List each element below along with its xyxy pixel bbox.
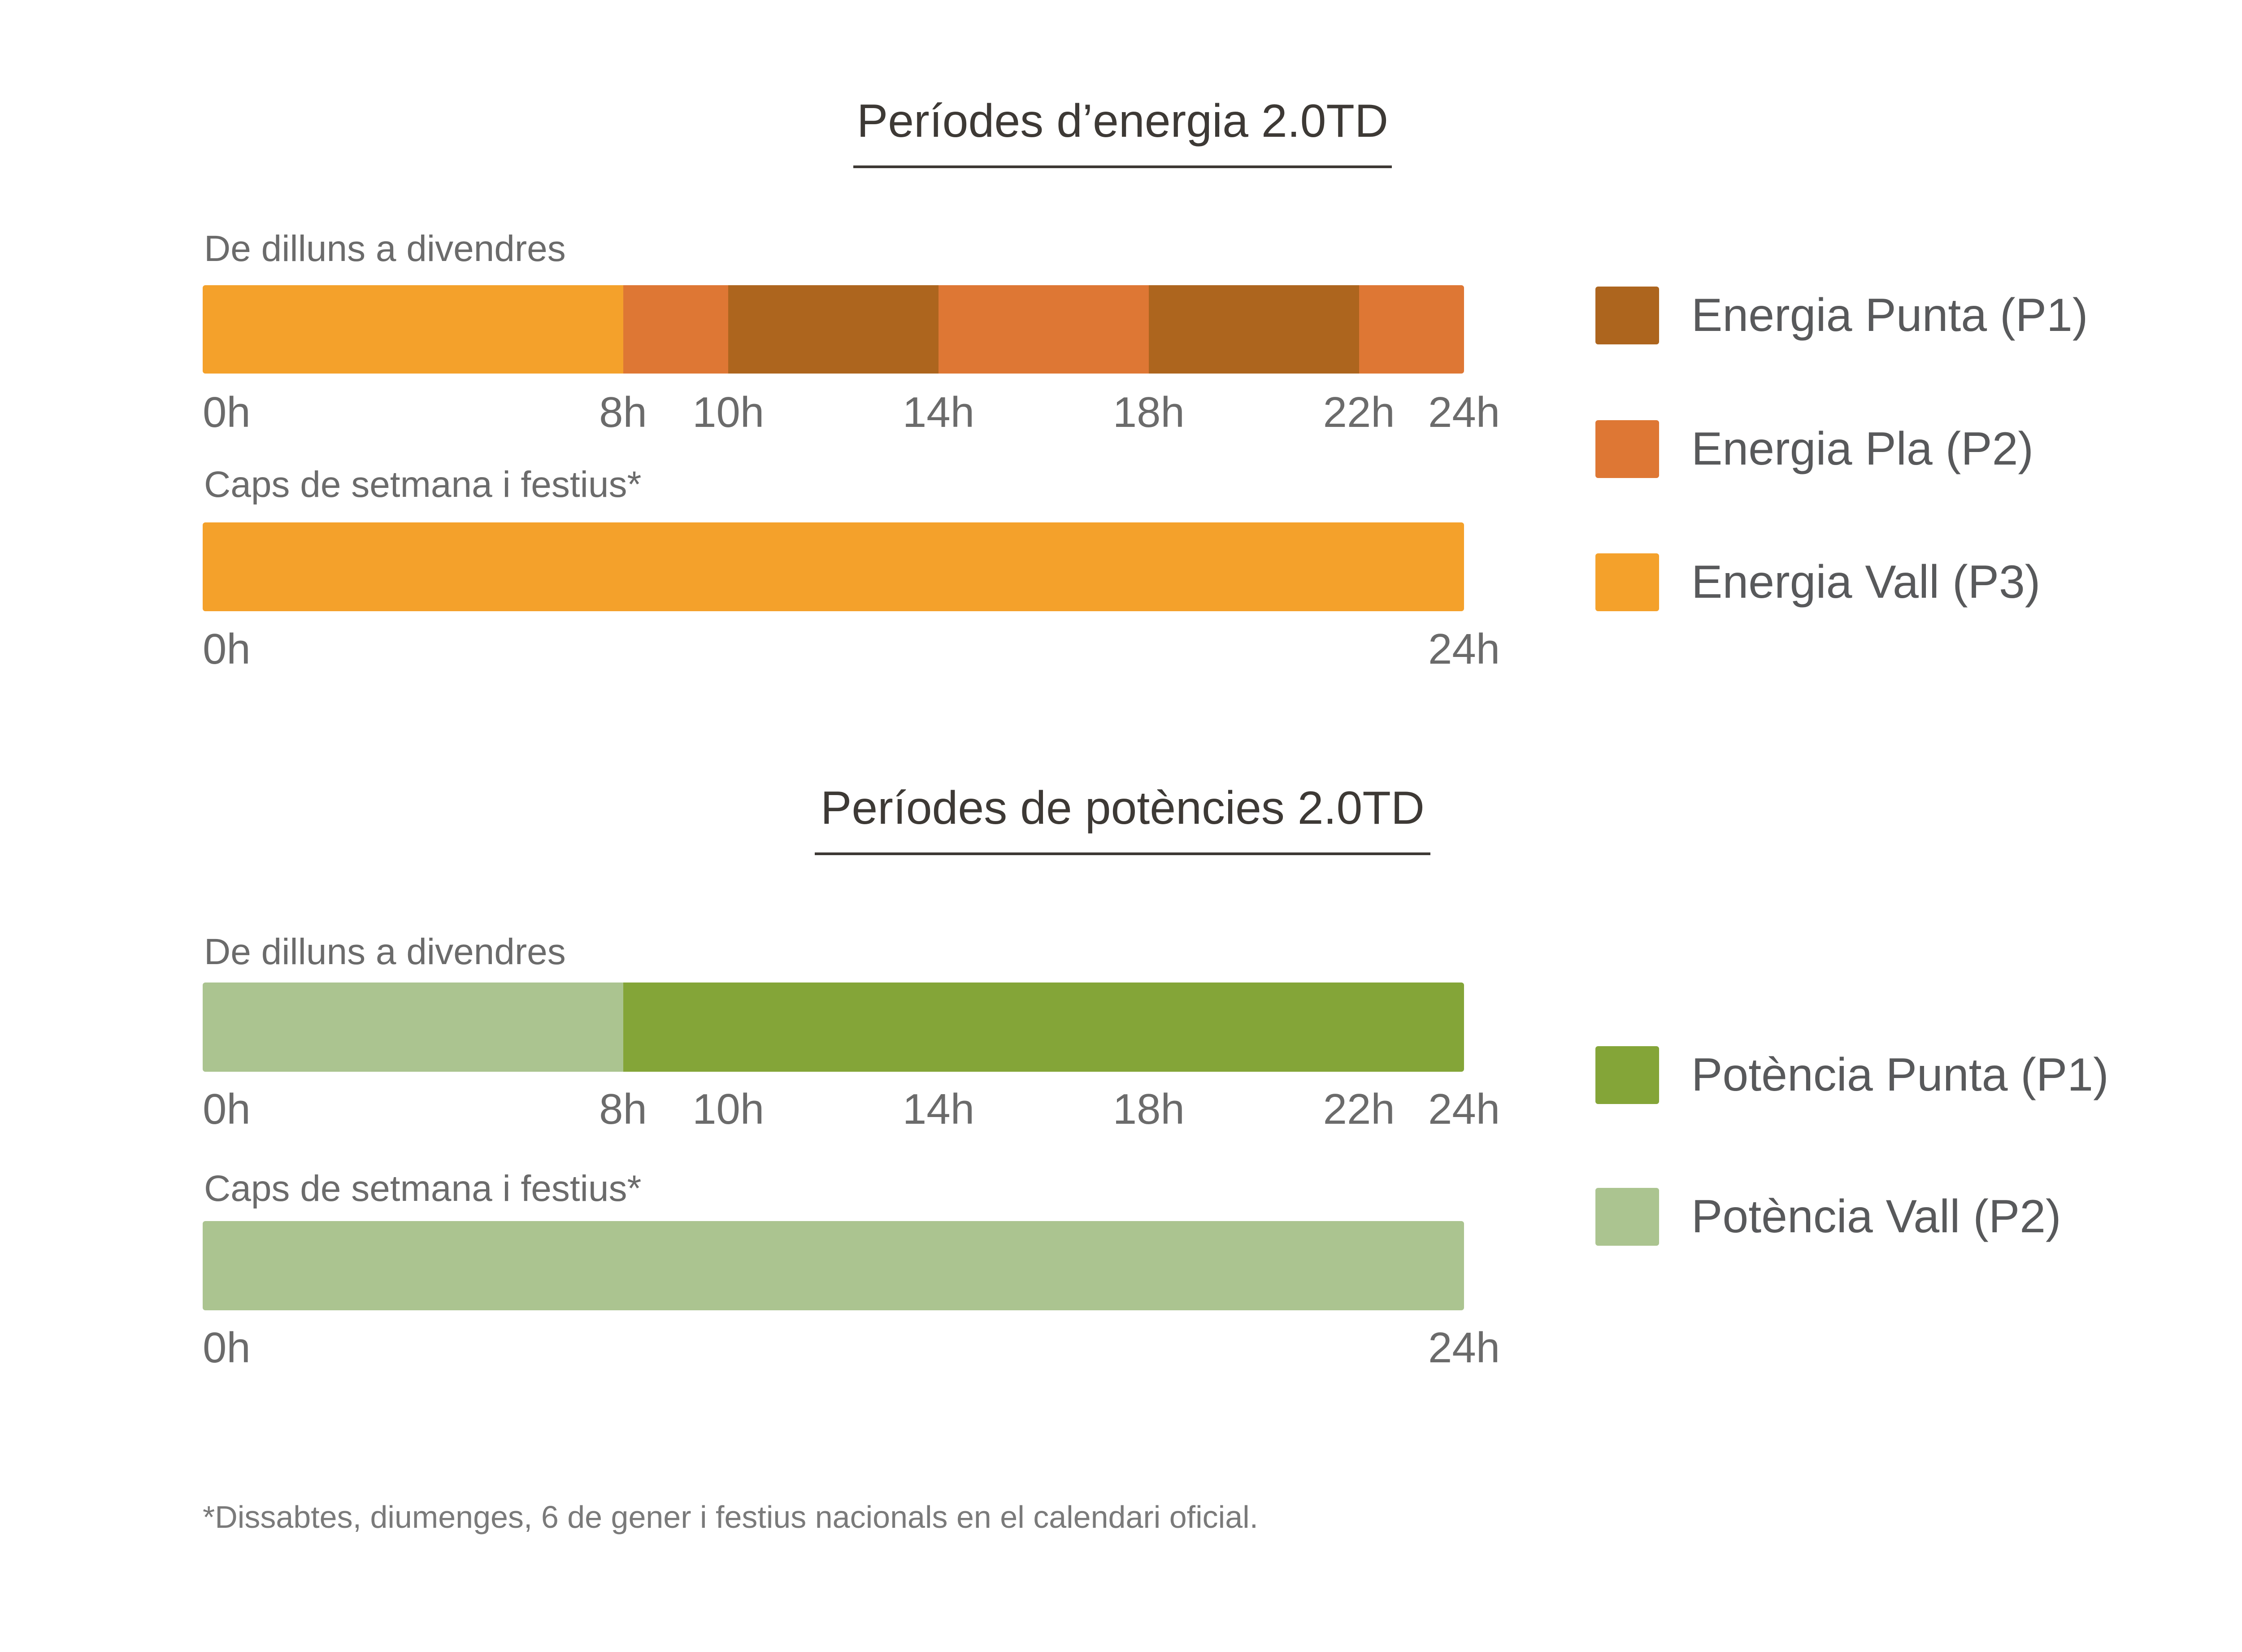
tick-label: 18h: [1112, 388, 1185, 436]
power-title-underline: [815, 852, 1430, 855]
tick-label: 24h: [1428, 625, 1500, 673]
tick-label: 8h: [599, 388, 647, 436]
legend-label-potencia-punta: Potència Punta (P1): [1691, 1049, 2109, 1101]
tick-label: 8h: [599, 1085, 647, 1133]
power-weekend-bar: [203, 1221, 1464, 1310]
legend-item-energia-vall: Energia Vall (P3): [1595, 553, 2040, 611]
power-weekday-label: De dilluns a divendres: [204, 931, 566, 972]
tick-label: 24h: [1428, 1324, 1500, 1372]
tick-label: 22h: [1323, 1085, 1395, 1133]
bar-segment-p2: [203, 1221, 1464, 1310]
legend-item-potencia-vall: Potència Vall (P2): [1595, 1187, 2061, 1246]
bar-segment-p3: [203, 285, 623, 374]
tick-label: 14h: [902, 1085, 975, 1133]
bar-segment-p1: [1148, 285, 1359, 374]
legend-label-energia-vall: Energia Vall (P3): [1691, 556, 2041, 608]
legend-label-energia-pla: Energia Pla (P2): [1691, 423, 2034, 475]
legend-swatch-energia-punta: [1595, 286, 1659, 344]
tick-label: 0h: [203, 388, 251, 436]
legend-label-potencia-vall: Potència Vall (P2): [1691, 1191, 2061, 1243]
legend-swatch-potencia-vall: [1595, 1187, 1659, 1246]
footnote: *Dissabtes, diumenges, 6 de gener i fest…: [203, 1500, 1259, 1535]
bar-segment-p2: [1359, 285, 1464, 374]
tick-label: 22h: [1323, 388, 1395, 436]
power-weekend-label: Caps de setmana i festius*: [204, 1168, 642, 1209]
bar-segment-p3: [203, 522, 1464, 611]
power-chart-title: Períodes de potències 2.0TD: [820, 782, 1425, 834]
energy-weekday-label: De dilluns a divendres: [204, 228, 566, 269]
legend-swatch-energia-vall: [1595, 553, 1659, 611]
tick-label: 10h: [692, 1085, 765, 1133]
energy-title-underline: [853, 165, 1392, 168]
legend-item-energia-punta: Energia Punta (P1): [1595, 286, 2088, 344]
tick-label: 14h: [902, 388, 975, 436]
power-weekday-bar: [203, 983, 1464, 1072]
bar-segment-p1: [623, 983, 1464, 1072]
legend-item-energia-pla: Energia Pla (P2): [1595, 420, 2033, 478]
tick-label: 0h: [203, 625, 251, 673]
legend-swatch-energia-pla: [1595, 420, 1659, 478]
energy-chart-title: Períodes d’energia 2.0TD: [856, 95, 1389, 147]
tick-label: 0h: [203, 1324, 251, 1372]
bar-segment-p1: [728, 285, 939, 374]
tick-label: 24h: [1428, 388, 1500, 436]
legend-swatch-potencia-punta: [1595, 1046, 1659, 1104]
energy-weekend-label: Caps de setmana i festius*: [204, 464, 642, 505]
bar-segment-p2: [203, 983, 623, 1072]
tick-label: 0h: [203, 1085, 251, 1133]
tick-label: 24h: [1428, 1085, 1500, 1133]
energy-weekday-bar: [203, 285, 1464, 374]
bar-segment-p2: [938, 285, 1149, 374]
legend-item-potencia-punta: Potència Punta (P1): [1595, 1046, 2109, 1104]
tick-label: 18h: [1112, 1085, 1185, 1133]
legend-label-energia-punta: Energia Punta (P1): [1691, 289, 2088, 341]
tick-label: 10h: [692, 388, 765, 436]
bar-segment-p2: [623, 285, 729, 374]
energy-weekend-bar: [203, 522, 1464, 611]
